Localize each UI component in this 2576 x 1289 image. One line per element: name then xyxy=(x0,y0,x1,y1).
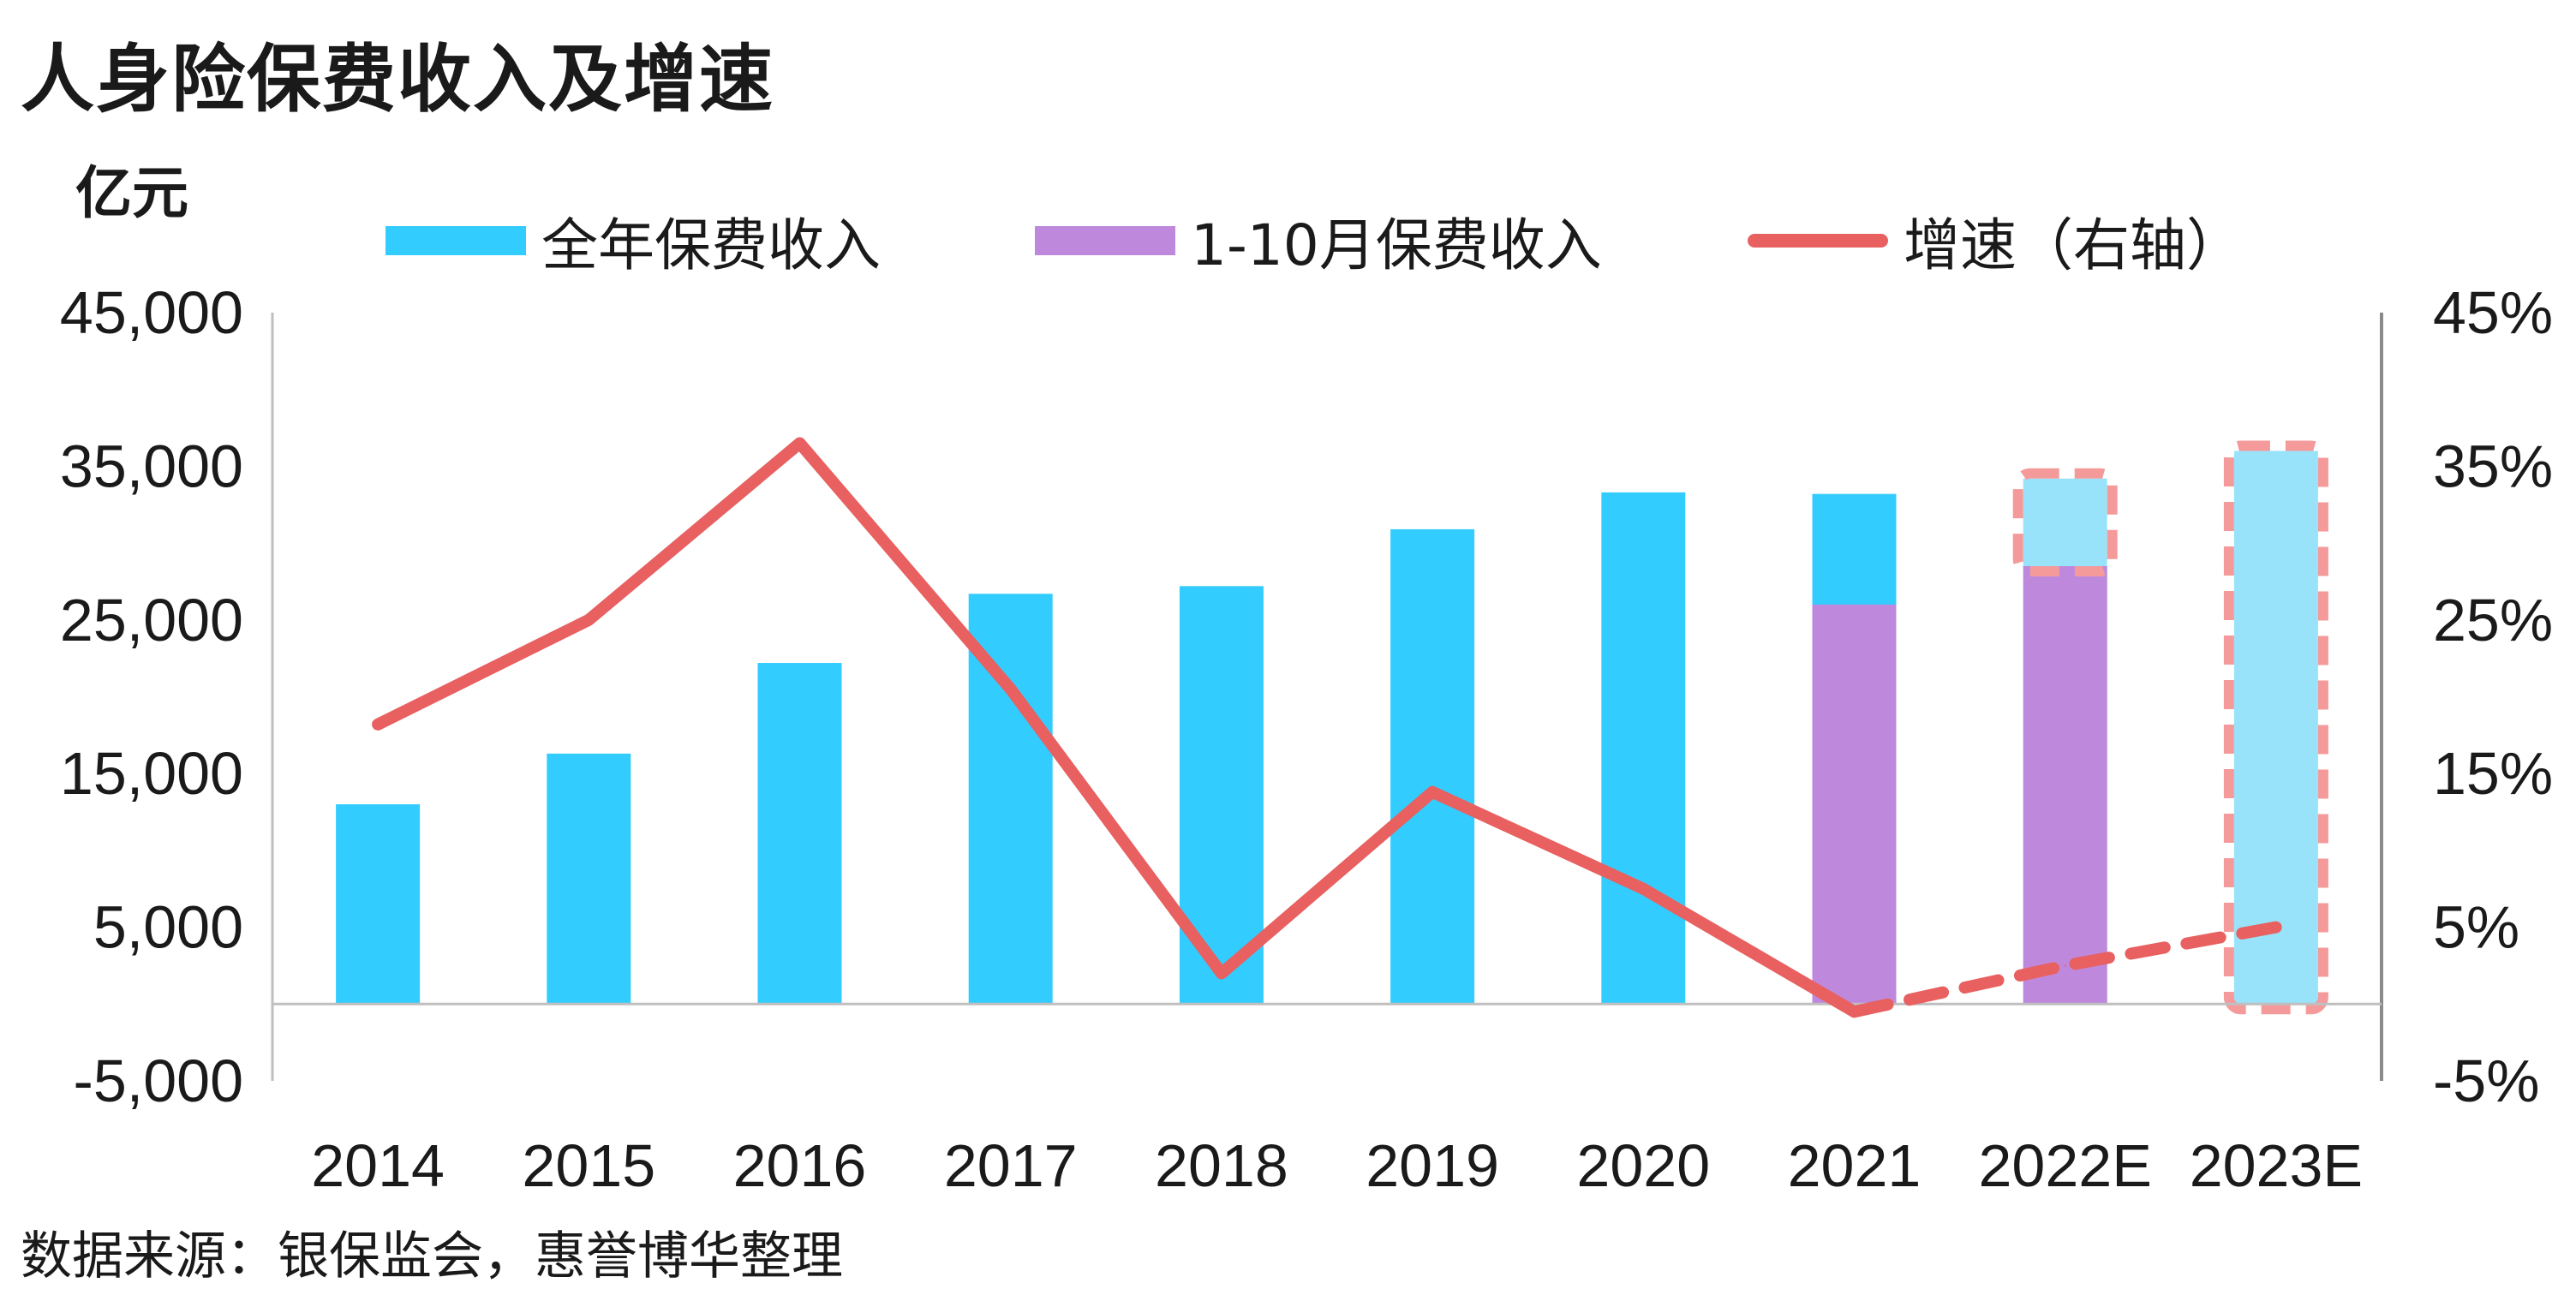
legend-swatch-annual xyxy=(386,226,526,255)
growth-line-actual xyxy=(372,437,1861,1018)
legend-item-annual-premium: 全年保费收入 xyxy=(386,202,881,279)
bar-annual-premium xyxy=(336,804,421,1005)
bar-annual-premium xyxy=(757,663,842,1005)
bar-jan-oct-premium xyxy=(2023,566,2107,1005)
legend-item-jan-oct-premium: 1-10月保费收入 xyxy=(1035,202,1602,279)
growth-point xyxy=(1009,688,1012,690)
bar-annual-premium xyxy=(547,753,631,1005)
growth-point xyxy=(588,618,590,621)
right-tick-label: 25% xyxy=(2433,587,2553,653)
left-tick-label: 15,000 xyxy=(60,740,243,807)
growth-point xyxy=(1431,791,1434,793)
right-tick-label: 45% xyxy=(2433,279,2553,346)
left-tick-label: 35,000 xyxy=(60,433,243,499)
x-tick-label: 2021 xyxy=(1788,1132,1922,1199)
x-tick-label: 2023E xyxy=(2190,1132,2363,1199)
bar-jan-oct-premium xyxy=(1812,604,1897,1005)
chart-title: 人身险保费收入及增速 xyxy=(21,37,774,122)
growth-point xyxy=(798,442,801,445)
estimate-highlight-box xyxy=(2223,440,2328,1015)
right-tick-label: -5% xyxy=(2433,1047,2539,1114)
legend-swatch-growth xyxy=(1748,234,1888,248)
growth-point xyxy=(377,723,380,725)
x-tick-label: 2014 xyxy=(311,1132,445,1199)
right-tick-label: 15% xyxy=(2433,740,2553,807)
x-tick-label: 2022E xyxy=(1978,1132,2151,1199)
x-tick-label: 2017 xyxy=(944,1132,1078,1199)
bar-annual-premium xyxy=(1601,492,1686,1005)
bar-annual-premium xyxy=(1390,528,1475,1005)
growth-point xyxy=(1853,1011,1856,1013)
x-tick-label: 2018 xyxy=(1155,1132,1288,1199)
left-tick-label: 25,000 xyxy=(60,587,243,653)
left-tick-label: 5,000 xyxy=(93,894,243,961)
legend-label-annual: 全年保费收入 xyxy=(541,212,881,278)
left-tick-label: -5,000 xyxy=(74,1047,243,1114)
bar-annual-premium-estimate xyxy=(2233,451,2318,1005)
growth-point xyxy=(2274,926,2277,928)
right-tick-label: 35% xyxy=(2433,433,2553,499)
growth-point xyxy=(1642,887,1645,890)
x-tick-label: 2020 xyxy=(1576,1132,1710,1199)
left-tick-label: 45,000 xyxy=(60,279,243,346)
data-source-note: 数据来源：银保监会，惠誉博华整理 xyxy=(21,1226,843,1286)
growth-point xyxy=(1220,972,1222,975)
left-axis-unit: 亿元 xyxy=(75,160,188,226)
growth-line-forecast xyxy=(1848,921,2282,1018)
x-tick-label: 2016 xyxy=(733,1132,867,1199)
legend-label-growth: 增速（右轴） xyxy=(1904,212,2243,278)
growth-point xyxy=(2064,964,2066,967)
legend-label-jan-oct: 1-10月保费收入 xyxy=(1191,212,1602,278)
x-tick-label: 2019 xyxy=(1366,1132,1499,1199)
legend-item-growth-rate: 增速（右轴） xyxy=(1748,202,2243,279)
x-tick-label: 2015 xyxy=(522,1132,655,1199)
legend-swatch-jan-oct xyxy=(1035,226,1175,255)
right-tick-label: 5% xyxy=(2433,894,2519,961)
